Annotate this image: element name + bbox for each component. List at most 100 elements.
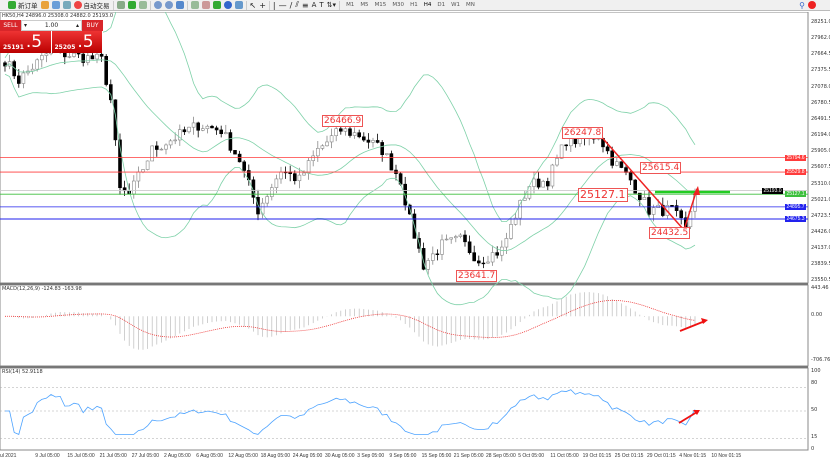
time-axis-label: 29 Oct 01:15	[647, 453, 676, 459]
separator	[245, 0, 247, 10]
bear-candle	[421, 248, 426, 270]
bull-candle	[320, 145, 325, 149]
price-level-tag: 24675.3	[785, 215, 806, 222]
bull-candle	[449, 237, 454, 240]
timeframe-d1[interactable]: D1	[437, 2, 446, 8]
bull-candle	[173, 139, 177, 142]
vertical-line-icon[interactable]: |	[272, 0, 276, 10]
lot-increase-button[interactable]: ▴	[75, 22, 79, 29]
auto-trading-button[interactable]: 自动交易	[73, 0, 110, 10]
macd-panel-frame	[0, 284, 809, 367]
macd-axis-label: -706.76	[811, 357, 830, 363]
macd-axis-label: 443.46	[811, 285, 829, 291]
chart-area[interactable]	[0, 12, 830, 462]
new-order-button[interactable]: 新订单	[8, 0, 38, 10]
time-axis-label: 9 Jul 05:00	[35, 453, 60, 459]
candlestick-icon[interactable]	[127, 1, 136, 9]
periods-icon[interactable]	[223, 1, 232, 9]
buy-price[interactable]: 25205.5	[51, 31, 103, 53]
bull-candle	[191, 122, 196, 128]
lot-decrease-button[interactable]: ▾	[24, 22, 28, 29]
rsi-axis-label: 0	[811, 446, 815, 452]
text-label-icon[interactable]: T	[319, 1, 324, 9]
price-annotation[interactable]: 26247.8	[562, 127, 604, 139]
bear-candle	[155, 145, 159, 150]
buy-button[interactable]: BUY	[82, 20, 103, 31]
indicators-icon[interactable]	[212, 1, 221, 9]
price-axis-label: 27375.5	[811, 67, 830, 74]
search-icon[interactable]: ⚲	[799, 0, 805, 10]
equidistant-channel-icon[interactable]: ⫽	[295, 0, 299, 9]
time-axis-label: 6 Aug 05:00	[196, 453, 223, 459]
bull-candle	[651, 207, 656, 215]
zoom-out-icon[interactable]	[164, 1, 173, 9]
time-axis-label: 9 Sep 05:00	[389, 453, 417, 459]
price-axis-label: 25021.0	[811, 196, 830, 203]
bear-candle	[99, 53, 104, 57]
bull-candle	[541, 181, 546, 188]
templates-icon[interactable]	[234, 1, 243, 9]
navigator-icon[interactable]	[51, 1, 60, 9]
text-icon[interactable]: A	[311, 1, 317, 9]
price-axis-label: 26780.5	[811, 99, 830, 106]
market-watch-icon[interactable]	[40, 1, 49, 9]
bull-candle	[559, 144, 564, 159]
toolbar: 新订单 自动交易 ↖ + | — / ⫽ ≡ A T ⇅▾ M1 M5 M15 M30…	[0, 0, 830, 11]
arrow-head-icon	[693, 410, 700, 415]
bull-candle	[555, 158, 559, 166]
timeframe-m1[interactable]: M1	[346, 2, 355, 8]
line-chart-icon[interactable]	[138, 1, 147, 9]
bear-candle	[292, 173, 297, 182]
bull-candle	[426, 260, 431, 270]
crosshair-icon[interactable]: +	[259, 0, 266, 10]
price-annotation[interactable]: 24432.5	[649, 227, 691, 239]
timeframe-m5[interactable]: M5	[360, 2, 369, 8]
bear-candle	[476, 260, 481, 264]
price-annotation[interactable]: 25127.1	[578, 188, 628, 202]
timeframe-h4[interactable]: H4	[423, 2, 432, 8]
bar-chart-icon[interactable]	[116, 1, 125, 9]
bull-candle	[614, 161, 619, 166]
trendline-icon[interactable]: /	[289, 0, 293, 10]
autoscroll-icon[interactable]	[190, 1, 199, 9]
timeframe-w1[interactable]: W1	[451, 2, 461, 8]
price-level-tag: 25529.8	[785, 169, 806, 176]
bull-candle	[444, 238, 449, 241]
separator	[149, 0, 151, 10]
time-axis-label: 24 Aug 05:00	[292, 453, 323, 459]
lot-size-input[interactable]: ▾ 1.00 ▴	[21, 20, 82, 31]
rsi-line	[5, 389, 696, 435]
macd-title: MACD(12,26,9) -124.83 -163.98	[2, 286, 82, 292]
bear-candle	[233, 150, 237, 155]
zoom-in-icon[interactable]	[153, 1, 162, 9]
tile-windows-icon[interactable]	[175, 1, 184, 9]
timeframe-m30[interactable]: M30	[392, 2, 405, 8]
sell-price[interactable]: 25191.5	[0, 31, 52, 53]
bull-candle	[458, 234, 463, 237]
fibonacci-icon[interactable]: ≡	[301, 0, 309, 10]
time-axis-label: 15 Sep 05:00	[421, 453, 452, 459]
timeframe-m15[interactable]: M15	[374, 2, 387, 8]
bull-candle	[550, 164, 555, 187]
timeframe-mn[interactable]: MN	[466, 2, 475, 8]
sell-button[interactable]: SELL	[0, 20, 21, 31]
timeframe-h1[interactable]: H1	[410, 2, 418, 8]
bear-candle	[182, 129, 187, 133]
bull-candle	[159, 148, 164, 151]
horizontal-line-icon[interactable]: —	[278, 0, 287, 10]
auto-trading-label: 自动交易	[83, 2, 110, 10]
alert-icon[interactable]	[808, 1, 816, 9]
bear-candle	[210, 125, 214, 129]
terminal-icon[interactable]	[62, 1, 71, 9]
chart-shift-icon[interactable]	[201, 1, 210, 9]
arrows-icon[interactable]: ⇅▾	[326, 1, 337, 9]
bear-candle	[679, 210, 684, 219]
price-axis-label: 23839.5	[811, 261, 830, 268]
rsi-panel-frame	[0, 367, 809, 451]
price-level-tag: 24895.7	[785, 203, 806, 210]
bull-candle	[522, 197, 527, 201]
cursor-icon[interactable]: ↖	[249, 0, 257, 10]
price-annotation[interactable]: 23641.7	[456, 270, 498, 282]
price-annotation[interactable]: 26466.9	[322, 115, 364, 127]
price-annotation[interactable]: 25615.4	[640, 162, 682, 174]
